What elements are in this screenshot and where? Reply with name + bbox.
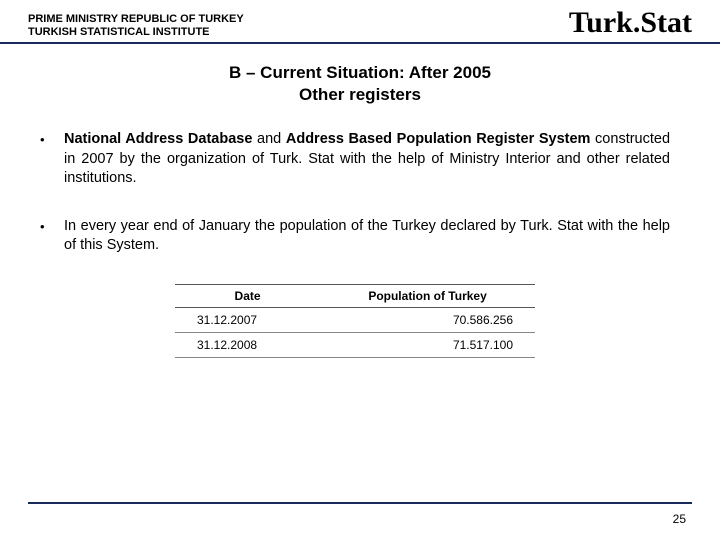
org-name: PRIME MINISTRY REPUBLIC OF TURKEY TURKIS…	[28, 13, 244, 41]
text-run: National Address Database	[64, 131, 252, 147]
table-cell: 70.586.256	[320, 308, 535, 333]
table-header-cell: Date	[175, 285, 320, 308]
title-line-1: B – Current Situation: After 2005	[0, 62, 720, 84]
footer-rule	[28, 502, 692, 504]
table-cell: 31.12.2007	[175, 308, 320, 333]
text-run: and	[252, 131, 285, 147]
text-run: In every year end of January the populat…	[64, 218, 670, 254]
slide-title: B – Current Situation: After 2005 Other …	[0, 62, 720, 106]
table-row: 31.12.200770.586.256	[175, 308, 535, 333]
text-run: Address Based Population Register System	[286, 131, 591, 147]
org-line-2: TURKISH STATISTICAL INSTITUTE	[28, 26, 244, 40]
bullet-marker: •	[40, 130, 64, 189]
bullet-text: In every year end of January the populat…	[64, 217, 670, 256]
bullet-marker: •	[40, 217, 64, 256]
org-line-1: PRIME MINISTRY REPUBLIC OF TURKEY	[28, 13, 244, 27]
bullet-list: •National Address Database and Address B…	[40, 130, 670, 256]
bullet-text: National Address Database and Address Ba…	[64, 130, 670, 189]
slide-body: •National Address Database and Address B…	[0, 106, 720, 358]
table-header-row: DatePopulation of Turkey	[175, 285, 535, 308]
logo-text: Turk.Stat	[569, 8, 692, 40]
bullet-item: •In every year end of January the popula…	[40, 217, 670, 256]
table-cell: 71.517.100	[320, 333, 535, 358]
table-row: 31.12.200871.517.100	[175, 333, 535, 358]
page-number: 25	[673, 512, 686, 526]
table-cell: 31.12.2008	[175, 333, 320, 358]
title-line-2: Other registers	[0, 84, 720, 106]
population-table-wrap: DatePopulation of Turkey31.12.200770.586…	[175, 284, 535, 358]
bullet-item: •National Address Database and Address B…	[40, 130, 670, 189]
slide-header: PRIME MINISTRY REPUBLIC OF TURKEY TURKIS…	[0, 0, 720, 44]
population-table: DatePopulation of Turkey31.12.200770.586…	[175, 284, 535, 358]
table-header-cell: Population of Turkey	[320, 285, 535, 308]
